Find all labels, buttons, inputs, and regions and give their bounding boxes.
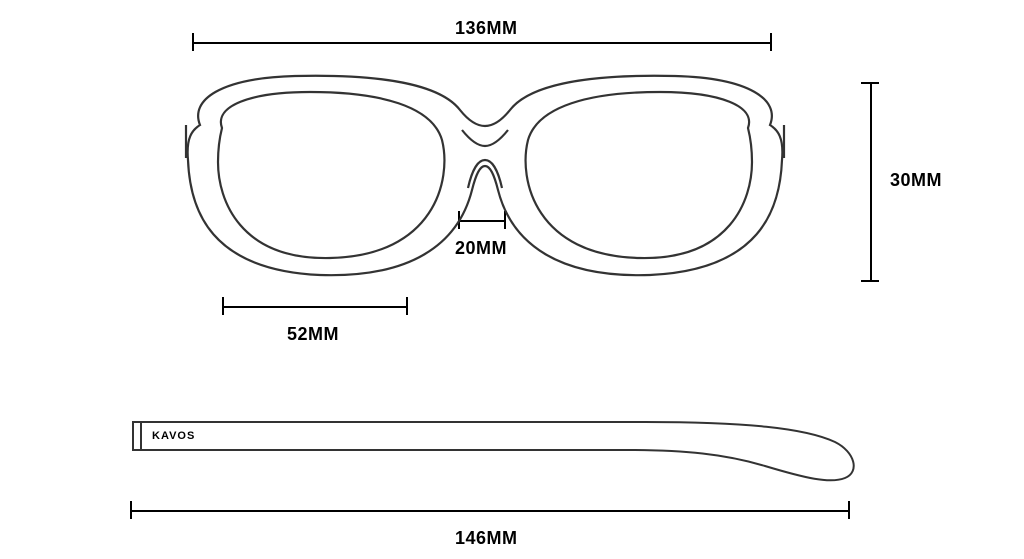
dim-frame-width-tick-right xyxy=(770,33,772,51)
dim-frame-width-label: 136MM xyxy=(455,18,518,39)
dim-temple-length-label: 146MM xyxy=(455,528,518,549)
dim-lens-height-label: 30MM xyxy=(890,170,942,191)
dim-lens-height-line xyxy=(870,82,872,282)
dim-lens-height-tick-bottom xyxy=(861,280,879,282)
dim-lens-width-tick-right xyxy=(406,297,408,315)
dim-temple-length-line xyxy=(130,510,850,512)
dim-lens-height-tick-top xyxy=(861,82,879,84)
dim-lens-width-line xyxy=(222,306,408,308)
dim-frame-width-line xyxy=(192,42,772,44)
dim-lens-width-tick-left xyxy=(222,297,224,315)
dim-frame-width-tick-left xyxy=(192,33,194,51)
temple-brand-text: KAVOS xyxy=(152,430,195,442)
dim-temple-length-tick-right xyxy=(848,501,850,519)
glasses-front-outline xyxy=(180,70,790,290)
dim-lens-width-label: 52MM xyxy=(287,324,339,345)
diagram-stage: 136MM 30MM 20MM 52MM xyxy=(0,0,1024,559)
temple-arm-outline xyxy=(125,408,865,488)
dim-temple-length-tick-left xyxy=(130,501,132,519)
